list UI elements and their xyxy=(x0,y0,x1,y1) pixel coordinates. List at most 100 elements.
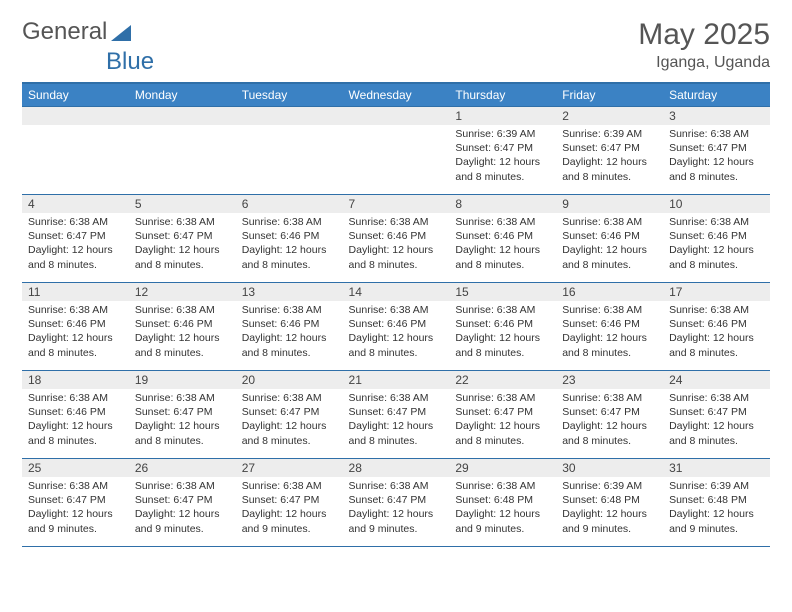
day-details: Sunrise: 6:38 AMSunset: 6:46 PMDaylight:… xyxy=(449,301,556,364)
calendar-cell: 1Sunrise: 6:39 AMSunset: 6:47 PMDaylight… xyxy=(449,107,556,195)
weekday-header: Tuesday xyxy=(236,83,343,107)
calendar-cell: 23Sunrise: 6:38 AMSunset: 6:47 PMDayligh… xyxy=(556,371,663,459)
calendar-week-row: 11Sunrise: 6:38 AMSunset: 6:46 PMDayligh… xyxy=(22,283,770,371)
day-number: 27 xyxy=(236,459,343,477)
day-number: 26 xyxy=(129,459,236,477)
calendar-cell: 20Sunrise: 6:38 AMSunset: 6:47 PMDayligh… xyxy=(236,371,343,459)
day-number: 23 xyxy=(556,371,663,389)
month-title: May 2025 xyxy=(638,18,770,52)
calendar-cell xyxy=(129,107,236,195)
brand-part1: General xyxy=(22,18,107,46)
calendar-cell: 26Sunrise: 6:38 AMSunset: 6:47 PMDayligh… xyxy=(129,459,236,547)
calendar-week-row: 18Sunrise: 6:38 AMSunset: 6:46 PMDayligh… xyxy=(22,371,770,459)
day-number: 13 xyxy=(236,283,343,301)
location: Iganga, Uganda xyxy=(638,54,770,72)
day-number: 11 xyxy=(22,283,129,301)
calendar-body: 1Sunrise: 6:39 AMSunset: 6:47 PMDaylight… xyxy=(22,107,770,547)
brand-logo: General xyxy=(22,18,133,46)
day-details: Sunrise: 6:38 AMSunset: 6:46 PMDaylight:… xyxy=(556,213,663,276)
day-details: Sunrise: 6:38 AMSunset: 6:46 PMDaylight:… xyxy=(236,213,343,276)
calendar-cell: 14Sunrise: 6:38 AMSunset: 6:46 PMDayligh… xyxy=(343,283,450,371)
calendar-cell: 15Sunrise: 6:38 AMSunset: 6:46 PMDayligh… xyxy=(449,283,556,371)
day-number: 8 xyxy=(449,195,556,213)
day-number: 30 xyxy=(556,459,663,477)
day-details: Sunrise: 6:38 AMSunset: 6:47 PMDaylight:… xyxy=(236,477,343,540)
day-details: Sunrise: 6:38 AMSunset: 6:47 PMDaylight:… xyxy=(343,389,450,452)
day-number: 3 xyxy=(663,107,770,125)
calendar-cell: 7Sunrise: 6:38 AMSunset: 6:46 PMDaylight… xyxy=(343,195,450,283)
calendar-cell: 25Sunrise: 6:38 AMSunset: 6:47 PMDayligh… xyxy=(22,459,129,547)
title-block: May 2025 Iganga, Uganda xyxy=(638,18,770,72)
calendar-cell: 4Sunrise: 6:38 AMSunset: 6:47 PMDaylight… xyxy=(22,195,129,283)
calendar-cell: 5Sunrise: 6:38 AMSunset: 6:47 PMDaylight… xyxy=(129,195,236,283)
day-number: 10 xyxy=(663,195,770,213)
calendar-week-row: 25Sunrise: 6:38 AMSunset: 6:47 PMDayligh… xyxy=(22,459,770,547)
day-details: Sunrise: 6:38 AMSunset: 6:47 PMDaylight:… xyxy=(129,213,236,276)
day-details: Sunrise: 6:39 AMSunset: 6:47 PMDaylight:… xyxy=(449,125,556,188)
calendar-cell: 30Sunrise: 6:39 AMSunset: 6:48 PMDayligh… xyxy=(556,459,663,547)
calendar-cell xyxy=(343,107,450,195)
daynum-empty xyxy=(343,107,450,125)
day-details: Sunrise: 6:38 AMSunset: 6:46 PMDaylight:… xyxy=(663,301,770,364)
day-details: Sunrise: 6:38 AMSunset: 6:47 PMDaylight:… xyxy=(556,389,663,452)
calendar-table: SundayMondayTuesdayWednesdayThursdayFrid… xyxy=(22,82,770,547)
day-details: Sunrise: 6:38 AMSunset: 6:46 PMDaylight:… xyxy=(556,301,663,364)
day-number: 6 xyxy=(236,195,343,213)
calendar-cell: 29Sunrise: 6:38 AMSunset: 6:48 PMDayligh… xyxy=(449,459,556,547)
day-number: 18 xyxy=(22,371,129,389)
daynum-empty xyxy=(236,107,343,125)
day-number: 16 xyxy=(556,283,663,301)
day-details: Sunrise: 6:38 AMSunset: 6:47 PMDaylight:… xyxy=(129,389,236,452)
day-number: 24 xyxy=(663,371,770,389)
day-details: Sunrise: 6:38 AMSunset: 6:47 PMDaylight:… xyxy=(236,389,343,452)
day-details: Sunrise: 6:38 AMSunset: 6:48 PMDaylight:… xyxy=(449,477,556,540)
calendar-cell: 10Sunrise: 6:38 AMSunset: 6:46 PMDayligh… xyxy=(663,195,770,283)
day-number: 20 xyxy=(236,371,343,389)
day-details: Sunrise: 6:38 AMSunset: 6:46 PMDaylight:… xyxy=(236,301,343,364)
calendar-cell: 27Sunrise: 6:38 AMSunset: 6:47 PMDayligh… xyxy=(236,459,343,547)
day-details: Sunrise: 6:38 AMSunset: 6:47 PMDaylight:… xyxy=(663,389,770,452)
day-details: Sunrise: 6:38 AMSunset: 6:47 PMDaylight:… xyxy=(663,125,770,188)
day-number: 7 xyxy=(343,195,450,213)
calendar-cell xyxy=(236,107,343,195)
day-number: 15 xyxy=(449,283,556,301)
day-number: 19 xyxy=(129,371,236,389)
day-number: 5 xyxy=(129,195,236,213)
calendar-cell: 24Sunrise: 6:38 AMSunset: 6:47 PMDayligh… xyxy=(663,371,770,459)
brand-part2: Blue xyxy=(106,48,154,75)
calendar-cell: 28Sunrise: 6:38 AMSunset: 6:47 PMDayligh… xyxy=(343,459,450,547)
day-number: 9 xyxy=(556,195,663,213)
weekday-header: Sunday xyxy=(22,83,129,107)
calendar-week-row: 1Sunrise: 6:39 AMSunset: 6:47 PMDaylight… xyxy=(22,107,770,195)
calendar-cell: 17Sunrise: 6:38 AMSunset: 6:46 PMDayligh… xyxy=(663,283,770,371)
day-details: Sunrise: 6:38 AMSunset: 6:46 PMDaylight:… xyxy=(22,389,129,452)
day-details: Sunrise: 6:38 AMSunset: 6:46 PMDaylight:… xyxy=(22,301,129,364)
calendar-cell: 13Sunrise: 6:38 AMSunset: 6:46 PMDayligh… xyxy=(236,283,343,371)
day-number: 31 xyxy=(663,459,770,477)
calendar-cell: 18Sunrise: 6:38 AMSunset: 6:46 PMDayligh… xyxy=(22,371,129,459)
calendar-cell: 9Sunrise: 6:38 AMSunset: 6:46 PMDaylight… xyxy=(556,195,663,283)
day-number: 12 xyxy=(129,283,236,301)
day-details: Sunrise: 6:38 AMSunset: 6:46 PMDaylight:… xyxy=(343,213,450,276)
day-details: Sunrise: 6:38 AMSunset: 6:46 PMDaylight:… xyxy=(343,301,450,364)
weekday-header: Thursday xyxy=(449,83,556,107)
day-number: 28 xyxy=(343,459,450,477)
day-details: Sunrise: 6:38 AMSunset: 6:47 PMDaylight:… xyxy=(22,213,129,276)
brand-triangle-icon xyxy=(111,23,131,41)
weekday-header: Friday xyxy=(556,83,663,107)
day-number: 14 xyxy=(343,283,450,301)
day-details: Sunrise: 6:39 AMSunset: 6:47 PMDaylight:… xyxy=(556,125,663,188)
day-details: Sunrise: 6:38 AMSunset: 6:47 PMDaylight:… xyxy=(22,477,129,540)
calendar-week-row: 4Sunrise: 6:38 AMSunset: 6:47 PMDaylight… xyxy=(22,195,770,283)
calendar-cell: 3Sunrise: 6:38 AMSunset: 6:47 PMDaylight… xyxy=(663,107,770,195)
calendar-cell: 2Sunrise: 6:39 AMSunset: 6:47 PMDaylight… xyxy=(556,107,663,195)
day-number: 22 xyxy=(449,371,556,389)
day-number: 4 xyxy=(22,195,129,213)
day-details: Sunrise: 6:38 AMSunset: 6:46 PMDaylight:… xyxy=(449,213,556,276)
calendar-cell xyxy=(22,107,129,195)
calendar-cell: 31Sunrise: 6:39 AMSunset: 6:48 PMDayligh… xyxy=(663,459,770,547)
calendar-cell: 22Sunrise: 6:38 AMSunset: 6:47 PMDayligh… xyxy=(449,371,556,459)
calendar-cell: 19Sunrise: 6:38 AMSunset: 6:47 PMDayligh… xyxy=(129,371,236,459)
day-details: Sunrise: 6:38 AMSunset: 6:47 PMDaylight:… xyxy=(129,477,236,540)
day-details: Sunrise: 6:39 AMSunset: 6:48 PMDaylight:… xyxy=(663,477,770,540)
